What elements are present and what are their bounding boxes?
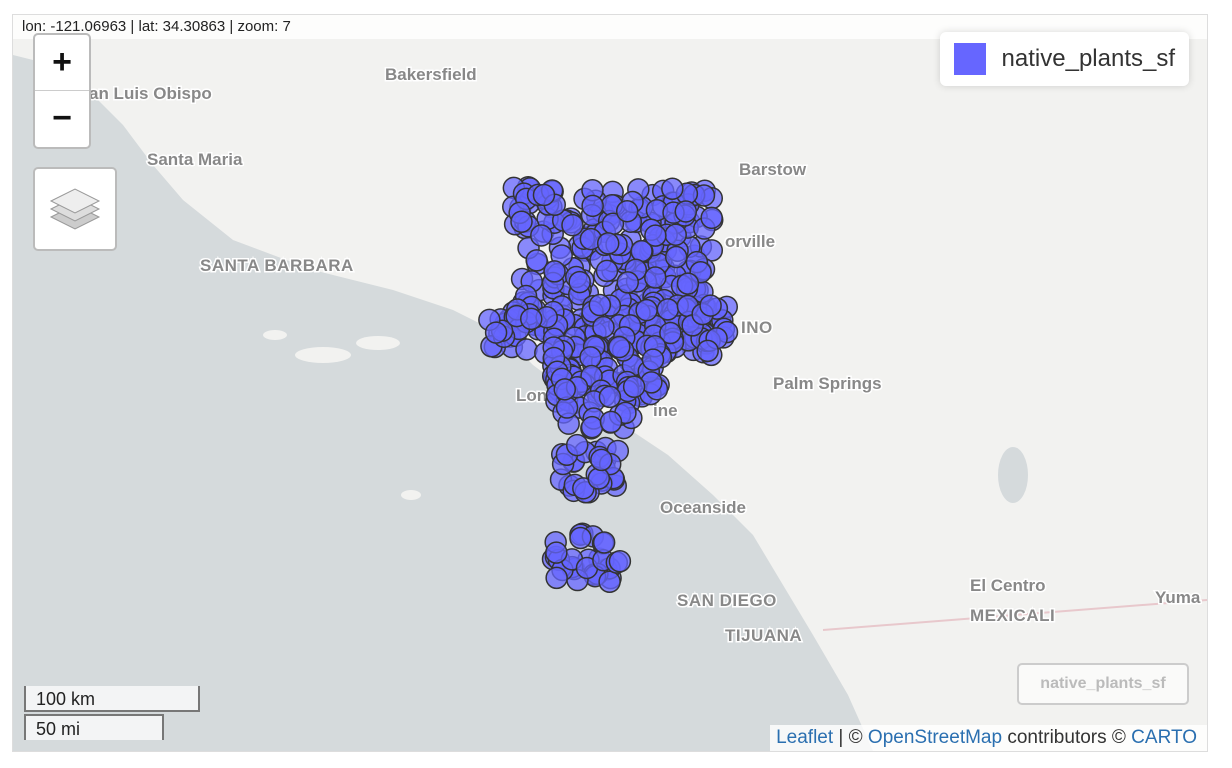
point[interactable] bbox=[565, 433, 589, 457]
point[interactable] bbox=[579, 346, 602, 369]
point[interactable] bbox=[664, 223, 687, 246]
place-label: Santa Maria bbox=[147, 150, 243, 169]
point[interactable] bbox=[659, 321, 682, 345]
place-label: SAN DIEGO bbox=[677, 591, 777, 610]
place-label: MEXICALI bbox=[970, 606, 1055, 625]
place-label: INO bbox=[741, 318, 773, 337]
scale-imperial: 50 mi bbox=[24, 714, 164, 740]
point[interactable] bbox=[545, 566, 568, 590]
point[interactable] bbox=[608, 550, 632, 573]
point[interactable] bbox=[561, 213, 584, 237]
point[interactable] bbox=[607, 335, 631, 359]
place-label: orville bbox=[725, 232, 775, 251]
point[interactable] bbox=[700, 239, 724, 262]
layers-icon bbox=[49, 188, 101, 230]
point[interactable] bbox=[699, 294, 722, 317]
point[interactable] bbox=[598, 385, 622, 409]
point[interactable] bbox=[532, 183, 556, 207]
legend: native_plants_sf bbox=[939, 32, 1189, 86]
point[interactable] bbox=[599, 410, 623, 434]
island bbox=[295, 347, 351, 363]
place-label: ine bbox=[653, 401, 678, 420]
place-label: Oceanside bbox=[660, 498, 746, 517]
text: | © bbox=[838, 727, 863, 748]
point[interactable] bbox=[592, 531, 616, 554]
point[interactable] bbox=[590, 448, 613, 472]
point[interactable] bbox=[525, 249, 548, 272]
point[interactable] bbox=[530, 224, 553, 247]
place-label: Yuma bbox=[1155, 588, 1201, 607]
point[interactable] bbox=[661, 177, 684, 200]
attribution: Leaflet | © OpenStreetMap contributors ©… bbox=[770, 725, 1207, 751]
point[interactable] bbox=[635, 298, 658, 322]
place-label: El Centro bbox=[970, 576, 1046, 595]
basemap: Bakersfield an Luis Obispo Santa Maria B… bbox=[13, 15, 1207, 751]
point[interactable] bbox=[543, 260, 566, 283]
point[interactable] bbox=[598, 570, 621, 594]
zoom-control: + − bbox=[33, 33, 91, 149]
lake bbox=[998, 447, 1028, 503]
map[interactable]: Bakersfield an Luis Obispo Santa Maria B… bbox=[12, 14, 1208, 752]
overlay-toggle[interactable]: native_plants_sf bbox=[1017, 663, 1189, 705]
point[interactable] bbox=[581, 194, 604, 218]
point[interactable] bbox=[622, 375, 646, 398]
legend-label: native_plants_sf bbox=[1001, 45, 1175, 72]
point[interactable] bbox=[519, 307, 543, 331]
point[interactable] bbox=[676, 272, 700, 295]
layers-control[interactable] bbox=[33, 167, 117, 251]
scale-metric: 100 km bbox=[24, 686, 200, 712]
point[interactable] bbox=[674, 200, 698, 223]
zoom-in[interactable]: + bbox=[35, 35, 89, 91]
island bbox=[263, 330, 287, 340]
link[interactable]: CARTO bbox=[1131, 727, 1197, 748]
place-label: Barstow bbox=[739, 160, 807, 179]
point[interactable] bbox=[587, 467, 611, 490]
place-label: SANTA BARBARA bbox=[200, 256, 354, 275]
point[interactable] bbox=[569, 526, 592, 550]
point[interactable] bbox=[592, 315, 615, 339]
place-label: Palm Springs bbox=[773, 374, 882, 393]
point[interactable] bbox=[588, 293, 612, 317]
link[interactable]: Leaflet bbox=[776, 727, 834, 748]
point[interactable] bbox=[700, 206, 723, 230]
point[interactable] bbox=[595, 259, 619, 283]
point[interactable] bbox=[596, 232, 620, 255]
point[interactable] bbox=[568, 270, 591, 294]
point[interactable] bbox=[644, 266, 667, 289]
island bbox=[356, 336, 400, 350]
island bbox=[401, 490, 421, 500]
point[interactable] bbox=[664, 245, 688, 269]
border bbox=[822, 599, 1207, 631]
point[interactable] bbox=[545, 541, 568, 564]
zoom-out[interactable]: − bbox=[52, 99, 72, 137]
point[interactable] bbox=[615, 199, 639, 223]
point[interactable] bbox=[641, 348, 665, 371]
point[interactable] bbox=[616, 271, 639, 294]
point[interactable] bbox=[515, 338, 538, 361]
place-label: TIJUANA bbox=[725, 626, 802, 645]
place-label: an Luis Obispo bbox=[89, 84, 212, 103]
point[interactable] bbox=[553, 378, 576, 401]
point[interactable] bbox=[580, 415, 604, 439]
points-layer bbox=[478, 175, 739, 594]
point[interactable] bbox=[696, 339, 719, 363]
place-label: Bakersfield bbox=[385, 65, 477, 84]
link[interactable]: OpenStreetMap bbox=[867, 727, 1003, 748]
point[interactable] bbox=[510, 210, 533, 234]
point[interactable] bbox=[484, 321, 508, 344]
point[interactable] bbox=[644, 224, 667, 247]
text: contributors © bbox=[1007, 727, 1126, 748]
legend-swatch bbox=[953, 43, 986, 75]
